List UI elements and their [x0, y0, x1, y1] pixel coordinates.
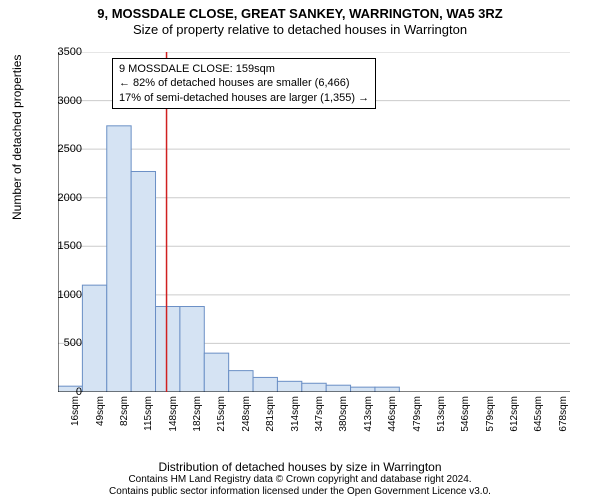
y-tick-label: 2000	[42, 192, 82, 204]
x-tick-label: 446sqm	[387, 396, 398, 446]
annotation-line3: 17% of semi-detached houses are larger (…	[119, 91, 369, 105]
x-tick-label: 612sqm	[509, 396, 520, 446]
x-tick-label: 215sqm	[216, 396, 227, 446]
x-tick-label: 49sqm	[95, 396, 106, 446]
x-tick-label: 513sqm	[436, 396, 447, 446]
y-tick-label: 3000	[42, 95, 82, 107]
chart-title-block: 9, MOSSDALE CLOSE, GREAT SANKEY, WARRING…	[0, 0, 600, 39]
title-line2: Size of property relative to detached ho…	[0, 22, 600, 38]
y-tick-label: 3500	[42, 46, 82, 58]
x-tick-label: 413sqm	[363, 396, 374, 446]
y-tick-label: 500	[42, 337, 82, 349]
annotation-box: 9 MOSSDALE CLOSE: 159sqm ← 82% of detach…	[112, 58, 376, 109]
y-axis-label: Number of detached properties	[10, 55, 24, 220]
annotation-line2: ← 82% of detached houses are smaller (6,…	[119, 76, 369, 90]
x-tick-label: 182sqm	[192, 396, 203, 446]
x-tick-label: 645sqm	[533, 396, 544, 446]
x-tick-label: 115sqm	[143, 396, 154, 446]
x-tick-label: 281sqm	[265, 396, 276, 446]
chart-plot-area: 9 MOSSDALE CLOSE: 159sqm ← 82% of detach…	[58, 52, 570, 392]
x-tick-label: 248sqm	[241, 396, 252, 446]
y-tick-label: 1000	[42, 289, 82, 301]
footer-line2: Contains public sector information licen…	[0, 486, 600, 498]
x-tick-label: 314sqm	[290, 396, 301, 446]
x-tick-label: 380sqm	[338, 396, 349, 446]
footer-attribution: Contains HM Land Registry data © Crown c…	[0, 474, 600, 498]
x-axis-label: Distribution of detached houses by size …	[0, 460, 600, 474]
annotation-line1: 9 MOSSDALE CLOSE: 159sqm	[119, 62, 369, 76]
footer-line1: Contains HM Land Registry data © Crown c…	[0, 474, 600, 486]
x-tick-label: 347sqm	[314, 396, 325, 446]
x-tick-label: 82sqm	[119, 396, 130, 446]
y-tick-label: 1500	[42, 240, 82, 252]
x-tick-label: 148sqm	[168, 396, 179, 446]
x-tick-label: 16sqm	[70, 396, 81, 446]
x-tick-label: 678sqm	[558, 396, 569, 446]
x-tick-label: 546sqm	[460, 396, 471, 446]
x-tick-label: 479sqm	[412, 396, 423, 446]
title-line1: 9, MOSSDALE CLOSE, GREAT SANKEY, WARRING…	[0, 6, 600, 22]
y-tick-label: 2500	[42, 143, 82, 155]
x-tick-label: 579sqm	[485, 396, 496, 446]
